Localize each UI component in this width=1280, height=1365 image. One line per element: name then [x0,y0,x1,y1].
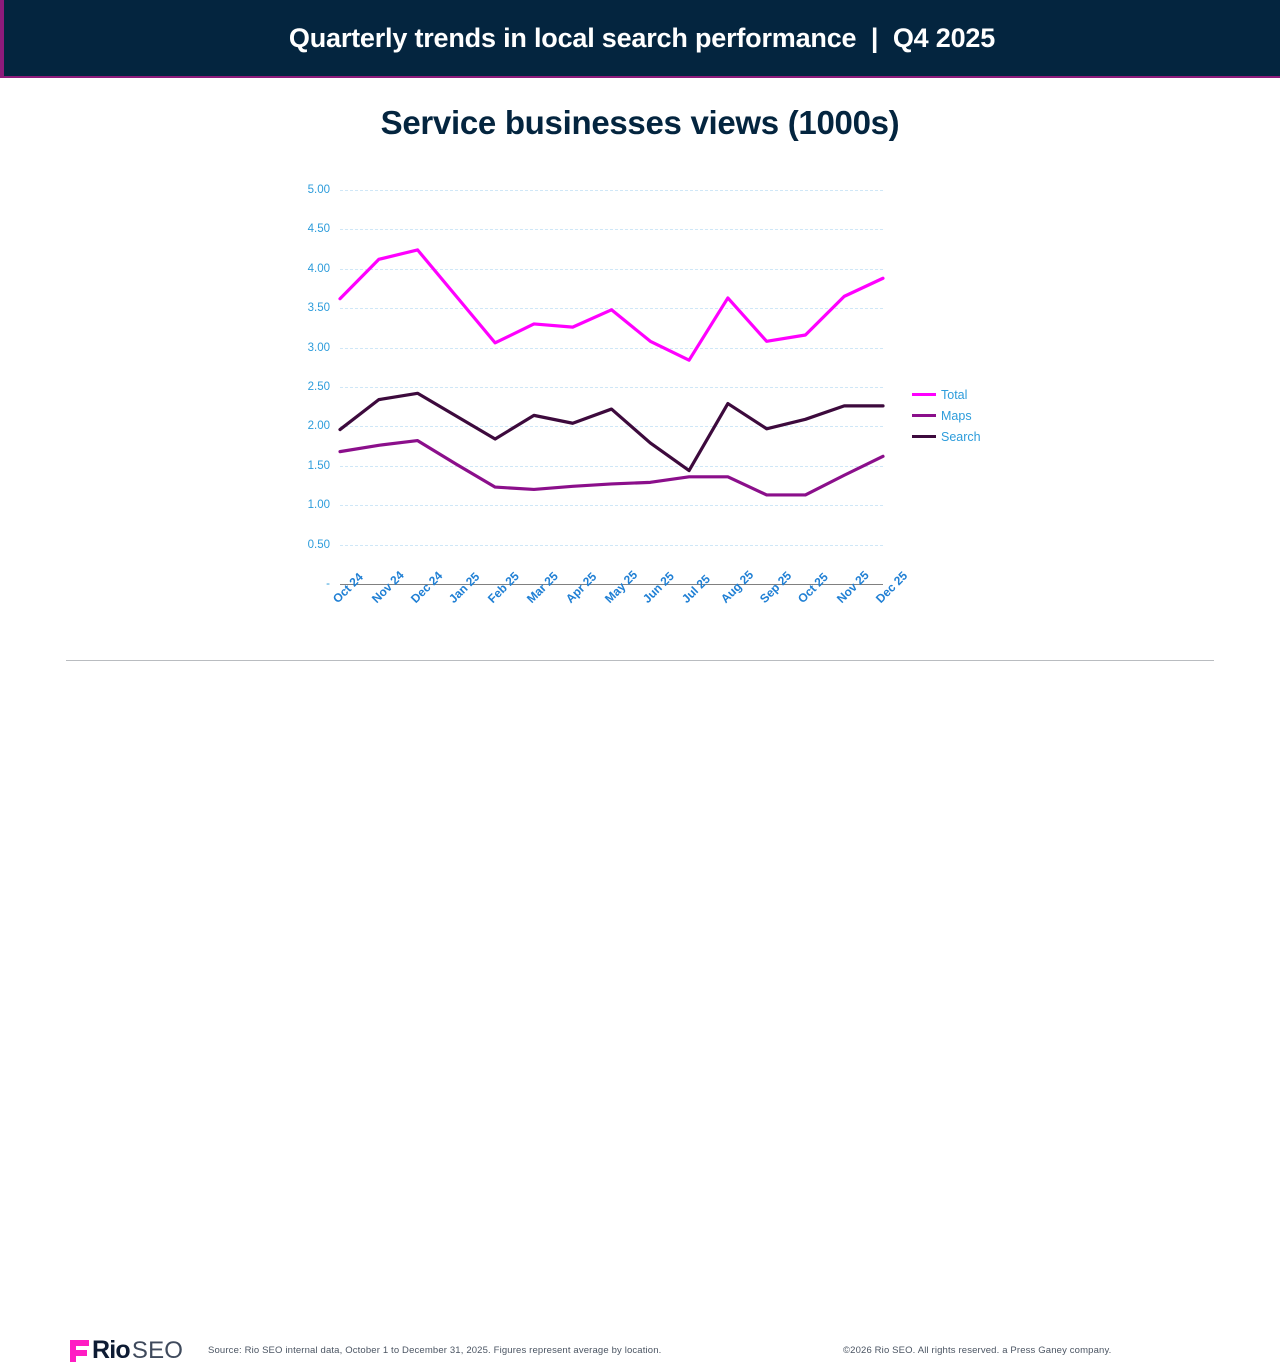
legend-item-label: Total [941,387,968,402]
legend-swatch-icon [912,435,936,438]
gridline [340,268,883,270]
gridline [340,544,883,546]
logo-text-seo: SEO [131,1336,184,1364]
y-axis-tick-label: - [326,578,330,590]
x-axis-line [340,584,883,585]
gridline [340,426,883,428]
chart-title: Service businesses views (1000s) [380,104,900,141]
legend-item-label: Search [941,429,981,444]
legend-swatch-icon [912,414,936,417]
gridline [340,505,883,507]
gridline [340,347,883,349]
gridline [340,387,883,388]
legend-item-maps[interactable]: Maps [912,405,1032,426]
series-lines [338,248,885,497]
y-axis-tick-label: 2.00 [307,420,330,433]
logo-text-rio: Rio [92,1336,131,1364]
y-axis-tick-label: 3.50 [307,302,330,315]
page-title: Quarterly trends in local search perform… [288,22,996,53]
y-axis-tick-label: 1.50 [307,459,330,472]
series-line-search [338,391,885,473]
header-bar: Quarterly trends in local search perform… [0,0,1280,78]
legend-item-search[interactable]: Search [912,426,1032,447]
series-line-maps [338,438,885,497]
y-axis-tick-label: 0.50 [307,538,330,551]
gridline [340,465,883,467]
y-axis-tick-label: 5.00 [307,184,330,196]
gridline [340,229,883,231]
y-axis-tick-label: 4.00 [307,262,330,275]
y-axis-tick-label: 3.00 [307,341,330,354]
footer-copyright: ©2026 Rio SEO. All rights reserved. a Pr… [843,1345,1112,1356]
rio-seo-logo: Rio SEO [70,1336,183,1365]
series-line-total [338,248,885,362]
footer: Rio SEO Source: Rio SEO internal data, O… [0,664,1280,1364]
y-axis-tick-label: 4.50 [307,223,330,236]
line-chart: - 0.50 1.00 1.50 2.00 2.50 3.00 3.50 4.00 4.50 5.0… [270,175,1030,645]
legend-item-total[interactable]: Total [912,384,1032,405]
y-axis-tick-label: 2.50 [307,381,330,393]
chart-legend: Total Maps Search [912,384,1032,447]
gridline [340,190,883,191]
footer-divider [66,660,1214,661]
plot-area: - 0.50 1.00 1.50 2.00 2.50 3.00 3.50 4.00 4.50 5.0… [308,184,911,606]
legend-swatch-icon [912,393,936,396]
rio-logo-mark-icon [70,1339,89,1362]
footer-source-note: Source: Rio SEO internal data, October 1… [208,1345,662,1356]
y-axis-tick-label: 1.00 [307,499,330,512]
legend-item-label: Maps [941,408,972,423]
